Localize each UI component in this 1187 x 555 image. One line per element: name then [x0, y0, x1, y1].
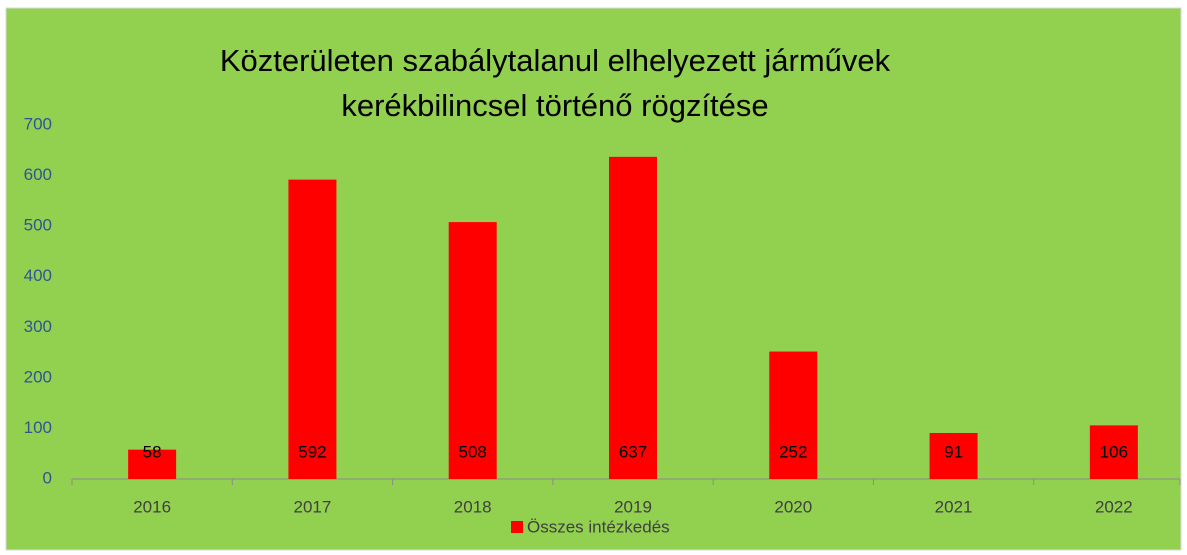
bar	[769, 351, 818, 479]
x-tick-label: 2020	[774, 497, 812, 516]
data-label: 508	[459, 442, 487, 461]
chart-title: Közterületen szabálytalanul elhelyezett …	[220, 43, 891, 78]
x-tick-label: 2016	[133, 497, 171, 516]
data-label: 252	[779, 442, 807, 461]
x-tick-label: 2022	[1095, 497, 1133, 516]
chart-background	[5, 7, 1182, 551]
bar	[288, 179, 337, 480]
bar	[609, 156, 657, 480]
y-tick-label: 500	[24, 216, 52, 235]
x-tick-label: 2019	[614, 497, 652, 516]
data-label: 592	[298, 442, 326, 461]
data-label: 58	[143, 442, 162, 461]
y-tick-label: 0	[43, 468, 52, 487]
data-label: 106	[1100, 442, 1128, 461]
y-tick-label: 100	[24, 418, 52, 437]
y-tick-label: 400	[24, 266, 52, 285]
y-tick-label: 300	[24, 317, 52, 336]
x-tick-label: 2017	[294, 497, 332, 516]
y-tick-label: 600	[24, 165, 52, 184]
bar	[1089, 425, 1138, 479]
y-tick-label: 200	[24, 367, 52, 386]
bar	[448, 222, 497, 479]
chart-title: kerékbilincsel történő rögzítése	[341, 88, 768, 123]
bar	[128, 449, 177, 479]
x-tick-label: 2018	[454, 497, 492, 516]
bar	[929, 432, 978, 479]
legend-swatch	[511, 521, 523, 533]
x-tick-label: 2021	[935, 497, 973, 516]
data-label: 637	[619, 442, 647, 461]
y-tick-label: 700	[24, 114, 52, 133]
legend-label: Összes intézkedés	[527, 517, 670, 536]
data-label: 91	[944, 442, 963, 461]
